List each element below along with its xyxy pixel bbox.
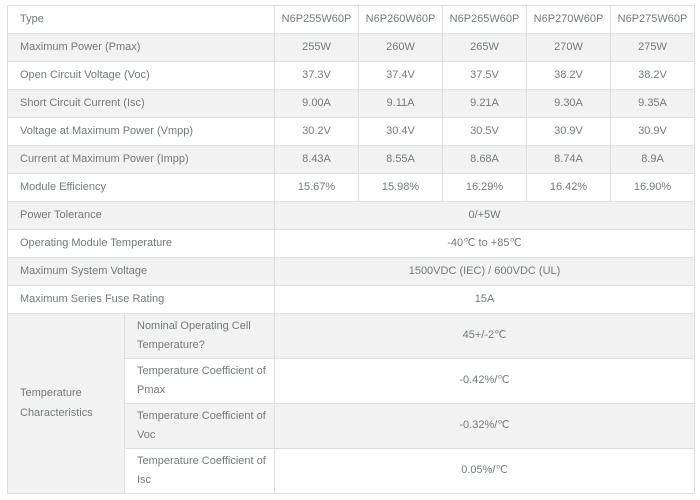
row-label: Module Efficiency — [6, 173, 276, 202]
cell-value: 45+/-2℃ — [274, 313, 696, 359]
row-label: Maximum Power (Pmax) — [6, 33, 276, 62]
cell-value: 30.9V — [526, 117, 612, 146]
row-label: Operating Module Temperature — [6, 229, 276, 258]
cell-value: 0.05%/℃ — [274, 448, 696, 494]
column-header: N6P265W60P — [442, 5, 528, 34]
table-row-isc: Short Circuit Current (Isc) 9.00A 9.11A … — [6, 89, 696, 118]
cell-value: 30.4V — [358, 117, 444, 146]
cell-value: 15.98% — [358, 173, 444, 202]
cell-value: 30.5V — [442, 117, 528, 146]
cell-value: 9.35A — [610, 89, 696, 118]
cell-value: -0.32%/℃ — [274, 403, 696, 449]
row-label: Open Circuit Voltage (Voc) — [6, 61, 276, 90]
cell-value: 0/+5W — [274, 201, 696, 230]
cell-value: 270W — [526, 33, 612, 62]
cell-value: 8.55A — [358, 145, 444, 174]
table-row-impp: Current at Maximum Power (Impp) 8.43A 8.… — [6, 145, 696, 174]
table-row-noct: Temperature Characteristics Nominal Oper… — [7, 313, 696, 494]
row-label: Voltage at Maximum Power (Vmpp) — [6, 117, 276, 146]
cell-value: 9.21A — [442, 89, 528, 118]
cell-value: 16.29% — [442, 173, 528, 202]
row-sublabel: Temperature Coefficient of Voc — [123, 403, 276, 449]
row-label: Short Circuit Current (Isc) — [6, 89, 276, 118]
table-row-vmpp: Voltage at Maximum Power (Vmpp) 30.2V 30… — [6, 117, 696, 146]
spec-table: Type N6P255W60P N6P260W60P N6P265W60P N6… — [6, 5, 696, 494]
cell-value: 265W — [442, 33, 528, 62]
row-label: Current at Maximum Power (Impp) — [6, 145, 276, 174]
cell-value: 37.5V — [442, 61, 528, 90]
cell-value: 15A — [274, 285, 696, 314]
cell-value: 255W — [274, 33, 360, 62]
cell-value: 9.11A — [358, 89, 444, 118]
row-label: Maximum Series Fuse Rating — [6, 285, 276, 314]
column-header: N6P255W60P — [274, 5, 360, 34]
cell-value: 260W — [358, 33, 444, 62]
header-row: Type N6P255W60P N6P260W60P N6P265W60P N6… — [6, 5, 696, 34]
table-row-voc: Open Circuit Voltage (Voc) 37.3V 37.4V 3… — [6, 61, 696, 90]
cell-value: 8.43A — [274, 145, 360, 174]
table-row-max-system-voltage: Maximum System Voltage 1500VDC (IEC) / 6… — [6, 257, 696, 286]
header-label: Type — [6, 5, 276, 34]
cell-value: 275W — [610, 33, 696, 62]
row-label: Maximum System Voltage — [6, 257, 276, 286]
cell-value: 38.2V — [526, 61, 612, 90]
table-row-operating-temperature: Operating Module Temperature -40℃ to +85… — [6, 229, 696, 258]
table-row-power-tolerance: Power Tolerance 0/+5W — [6, 201, 696, 230]
cell-value: 16.42% — [526, 173, 612, 202]
cell-value: -0.42%/℃ — [274, 358, 696, 404]
column-header: N6P260W60P — [358, 5, 444, 34]
cell-value: 9.30A — [526, 89, 612, 118]
row-sublabel: Temperature Coefficient of Isc — [123, 448, 276, 494]
section-label: Temperature Characteristics — [7, 313, 125, 494]
column-header: N6P270W60P — [526, 5, 612, 34]
row-label: Power Tolerance — [6, 201, 276, 230]
cell-value: 15.67% — [274, 173, 360, 202]
cell-value: 30.9V — [610, 117, 696, 146]
cell-value: -40℃ to +85℃ — [274, 229, 696, 258]
cell-value: 8.9A — [610, 145, 696, 174]
cell-value: 38.2V — [610, 61, 696, 90]
column-header: N6P275W60P — [610, 5, 696, 34]
row-sublabel: Temperature Coefficient of Pmax — [123, 358, 276, 404]
cell-value: 30.2V — [274, 117, 360, 146]
cell-value: 37.3V — [274, 61, 360, 90]
cell-value: 9.00A — [274, 89, 360, 118]
table-row-max-fuse-rating: Maximum Series Fuse Rating 15A — [6, 285, 696, 314]
row-sublabel: Nominal Operating Cell Temperature? — [123, 313, 276, 359]
table-row-temp-coeff-pmax: Temperature Coefficient of Pmax -0.42%/℃ — [8, 358, 696, 404]
cell-value: 37.4V — [358, 61, 444, 90]
table-row-efficiency: Module Efficiency 15.67% 15.98% 16.29% 1… — [6, 173, 696, 202]
cell-value: 1500VDC (IEC) / 600VDC (UL) — [274, 257, 696, 286]
cell-value: 16.90% — [610, 173, 696, 202]
cell-value: 8.74A — [526, 145, 612, 174]
cell-value: 8.68A — [442, 145, 528, 174]
table-row-temp-coeff-isc: Temperature Coefficient of Isc 0.05%/℃ — [8, 448, 696, 494]
table-row-pmax: Maximum Power (Pmax) 255W 260W 265W 270W… — [6, 33, 696, 62]
